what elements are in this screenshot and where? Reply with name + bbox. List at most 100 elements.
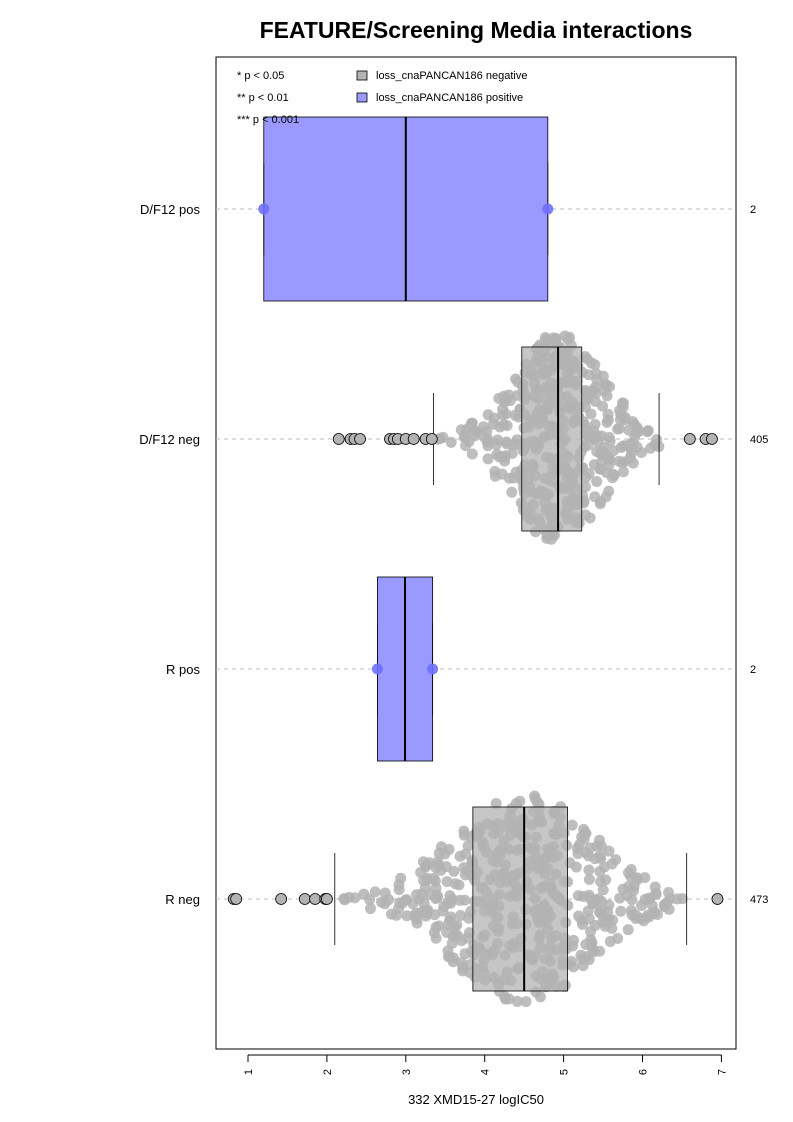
swarm-point: [364, 903, 376, 915]
swarm-point: [650, 887, 662, 899]
outlier-point-1-3: [354, 433, 366, 445]
swarm-point: [617, 397, 629, 409]
swarm-point: [612, 423, 624, 435]
swarm-point: [622, 924, 634, 936]
swarm-point: [379, 887, 391, 899]
swarm-point: [491, 438, 503, 450]
swarm-point: [457, 965, 469, 977]
group-2: R pos 2: [166, 576, 756, 762]
count-label-0: 2: [750, 204, 756, 216]
swarm-point: [629, 431, 641, 443]
data-point-0-0: [258, 203, 270, 215]
outlier-point-3-2: [275, 893, 288, 905]
outlier-point-3-4: [309, 893, 321, 905]
count-label-3: 473: [750, 894, 768, 906]
swarm-point: [600, 379, 612, 391]
x-tick-label-0: 1: [243, 1069, 255, 1075]
swarm-point: [449, 878, 461, 890]
swarm-point: [584, 926, 596, 938]
legend-swatch-negative: [356, 70, 368, 81]
swarm-point: [395, 872, 407, 884]
swarm-point: [482, 440, 494, 452]
swarm-point: [428, 927, 440, 939]
chart-title: FEATURE/Screening Media interactions: [260, 17, 693, 43]
box-3: [472, 806, 568, 992]
swarm-point: [602, 451, 614, 463]
swarm-point: [489, 470, 501, 482]
swarm-point: [664, 893, 676, 905]
swarm-point: [570, 861, 582, 873]
swarm-point: [393, 884, 405, 896]
swarm-point: [594, 865, 606, 877]
swarm-point: [594, 850, 606, 862]
swarm-point: [628, 419, 640, 431]
swarm-point: [606, 858, 618, 870]
swarm-point: [447, 952, 459, 964]
swarm-point: [599, 914, 611, 926]
significance-legend: * p < 0.05 ** p < 0.01 *** p < 0.001: [237, 70, 299, 126]
swarm-point: [444, 890, 456, 902]
swarm-point: [549, 335, 561, 347]
swarm-point: [580, 432, 592, 444]
swarm-point: [452, 930, 464, 942]
swarm-point: [506, 486, 518, 498]
outlier-point-3-1: [230, 893, 243, 905]
swarm-point: [460, 440, 472, 452]
swarm-point: [534, 991, 546, 1003]
box-1: [521, 346, 583, 532]
swarm-point: [575, 949, 587, 961]
swarm-point: [606, 922, 618, 934]
outlier-point-1-10: [425, 433, 438, 445]
swarm-point: [444, 914, 456, 926]
x-axis: 1 2 3 4 5 6 7: [243, 1054, 728, 1075]
group-0: D/F12 pos 2: [140, 116, 756, 302]
swarm-point: [602, 414, 614, 426]
groups-layer: D/F12 pos 2 D/F12 neg 405 R pos 2 R neg 473: [139, 116, 768, 1008]
swarm-point: [458, 862, 470, 874]
swarm-point: [581, 353, 593, 365]
swarm-point: [466, 448, 478, 460]
swarm-point: [507, 439, 519, 451]
swarm-point: [369, 886, 381, 898]
swarm-point: [576, 831, 588, 843]
swarm-point: [566, 819, 578, 831]
swarm-point: [411, 889, 423, 901]
swarm-point: [462, 840, 474, 852]
x-tick-label-3: 4: [480, 1069, 492, 1075]
x-axis-label: 332 XMD15-27 logIC50: [408, 1092, 544, 1107]
swarm-point: [595, 876, 607, 888]
swarm-point: [482, 453, 494, 465]
swarm-point: [497, 403, 509, 415]
swarm-point: [615, 905, 627, 917]
swarm-point: [591, 476, 603, 488]
category-label-3: R neg: [165, 892, 200, 907]
swarm-point: [588, 459, 600, 471]
outlier-point-1-13: [706, 433, 718, 445]
swarm-point: [589, 430, 601, 442]
x-tick-label-4: 5: [559, 1069, 571, 1075]
swarm-point: [482, 409, 494, 421]
legend-label-negative: loss_cnaPANCAN186 negative: [376, 70, 527, 82]
swarm-point: [394, 897, 406, 909]
outlier-point-3-3: [298, 893, 311, 905]
swarm-point: [411, 917, 423, 929]
swarm-point: [559, 330, 571, 342]
swarm-point: [582, 850, 594, 862]
swarm-point: [541, 532, 553, 544]
sig-legend-3: *** p < 0.001: [237, 114, 299, 126]
swarm-point: [615, 409, 627, 421]
outlier-point-3-6: [320, 893, 333, 905]
swarm-point: [576, 914, 588, 926]
swarm-point: [441, 876, 453, 888]
swarm-point: [500, 394, 512, 406]
data-point-2-1: [427, 663, 439, 675]
swarm-point: [590, 368, 602, 380]
swarm-point: [445, 436, 457, 448]
swarm-point: [520, 996, 532, 1008]
swarm-point: [582, 905, 594, 917]
swarm-point: [594, 498, 606, 510]
swarm-point: [490, 798, 502, 810]
swarm-point: [643, 911, 655, 923]
data-point-2-0: [371, 663, 383, 675]
swarm-point: [499, 455, 511, 467]
